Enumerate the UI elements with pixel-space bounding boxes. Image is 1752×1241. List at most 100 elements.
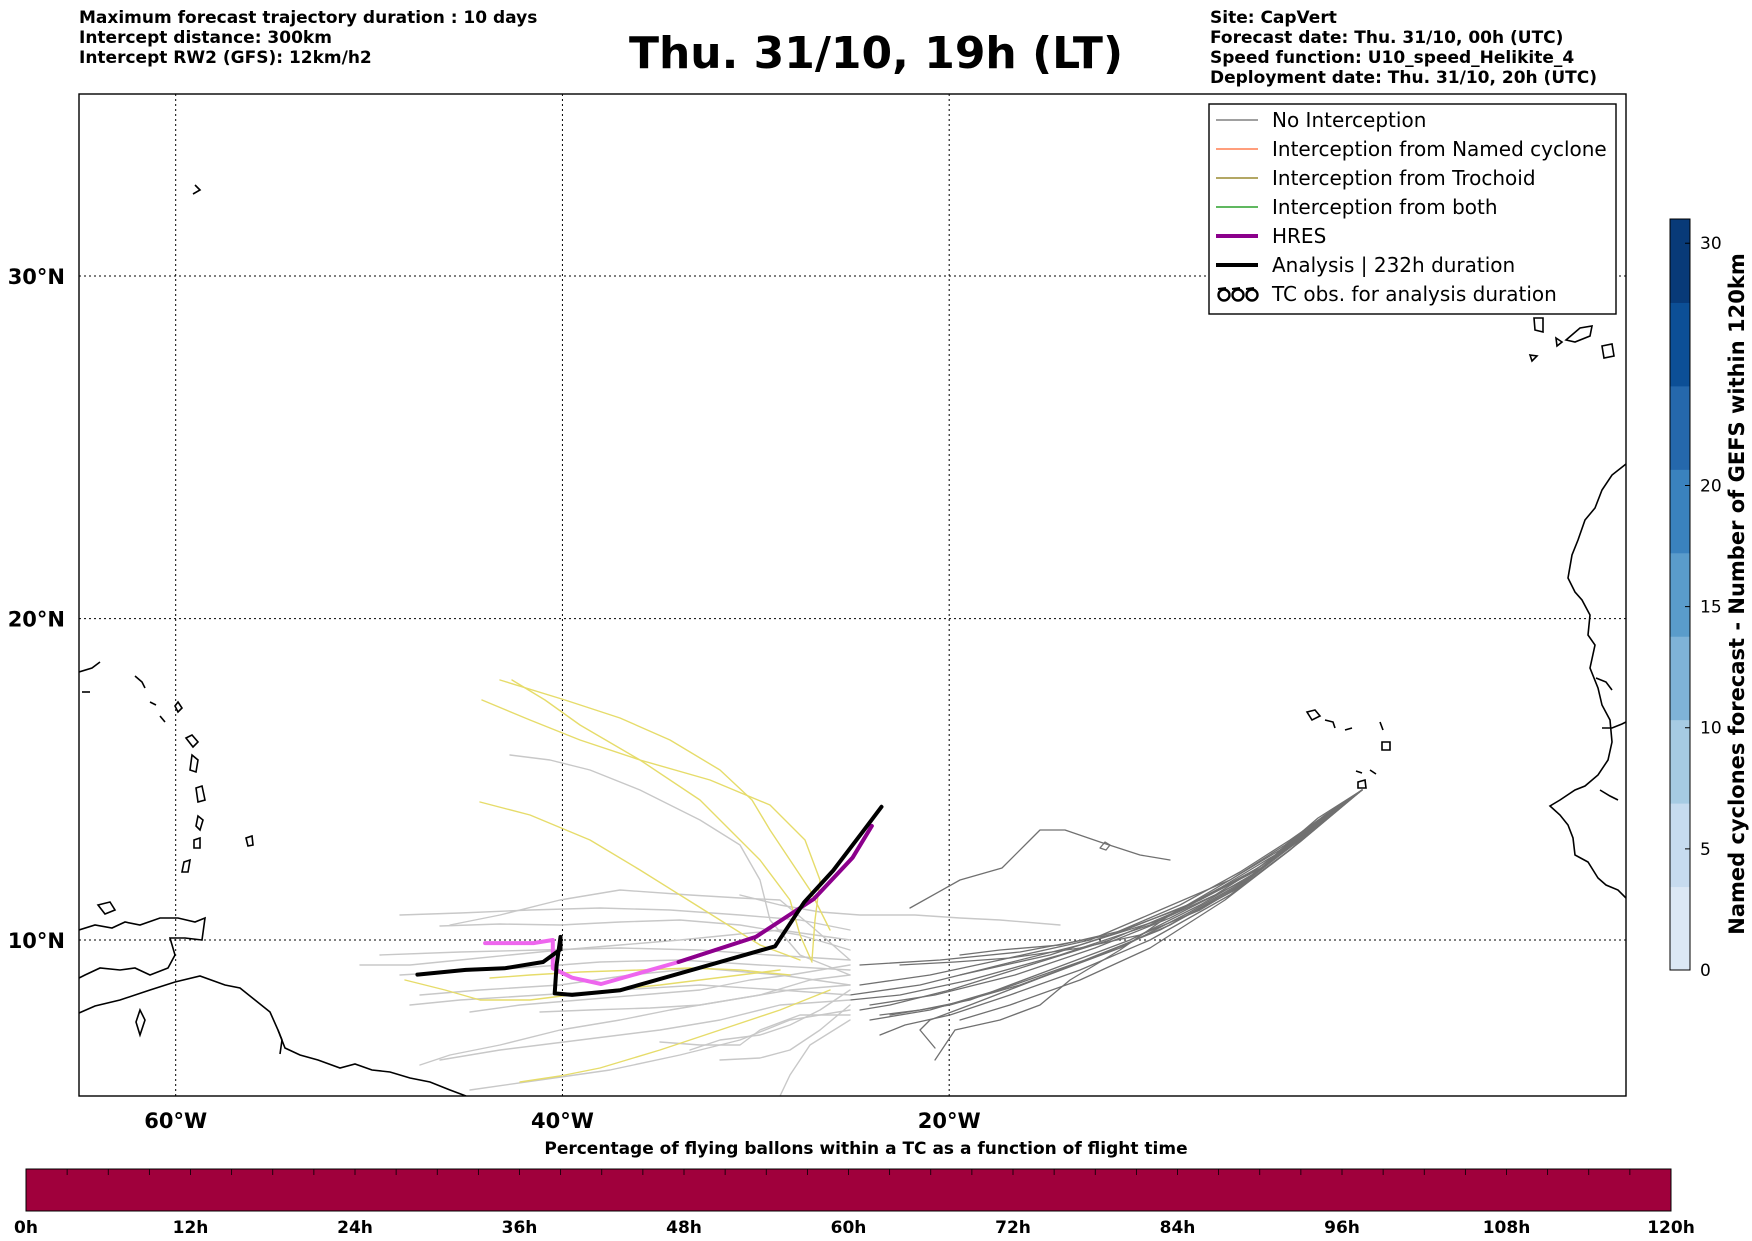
forecast-date-text: Forecast date: Thu. 31/10, 00h (UTC) [1210, 28, 1564, 48]
right-colorbar-segment [1670, 385, 1690, 470]
trajectory-no-interception [899, 789, 1363, 966]
trajectory-no-interception [859, 789, 1363, 966]
right-colorbar: 0 5 10 15 20 30 Named cyclones forecast - Num… [1669, 218, 1749, 981]
island-leeward-1 [134, 675, 146, 689]
tc-symbol-icon [1217, 287, 1259, 302]
bottom-colorbar-tick-label: 36h [502, 1218, 538, 1238]
trajectory-no-interception [869, 789, 1363, 1006]
trajectory-no-interception [359, 929, 851, 966]
bottom-colorbar-tick-label: 72h [995, 1218, 1031, 1238]
island-tobago [96, 901, 117, 915]
right-colorbar-segment [1670, 636, 1690, 721]
bottom-colorbar-tick-label: 48h [666, 1218, 702, 1238]
right-colorbar-segment [1670, 302, 1690, 387]
trajectory-no-interception [469, 964, 851, 1013]
island-stvincent [193, 836, 201, 849]
lat-tick-label: 20°N [8, 608, 65, 632]
lon-tick-label: 60°W [144, 1109, 207, 1133]
island-cv-fogo [1369, 769, 1377, 775]
trajectory-no-interception [399, 907, 851, 931]
island-barbados [245, 834, 254, 847]
trajectory-no-interception [719, 1004, 851, 1061]
right-colorbar-tick-label: 5 [1700, 840, 1711, 860]
island-canary-lapalma [1533, 317, 1544, 334]
site-text: Site: CapVert [1210, 8, 1337, 28]
trajectory-no-interception [659, 1014, 851, 1046]
bottom-colorbar-tick-label: 24h [337, 1218, 373, 1238]
venezuela-coast [79, 916, 206, 979]
legend-item-label: HRES [1272, 224, 1326, 248]
map-frame [78, 93, 1627, 1097]
island-cv-sal [1379, 721, 1384, 731]
bottom-colorbar-tick-label: 0h [14, 1218, 38, 1238]
lat-tick-label: 30°N [8, 265, 65, 289]
trajectory-no-interception [859, 789, 1363, 986]
graticule [79, 94, 1626, 1096]
island-coast-a [135, 1007, 146, 1038]
right-colorbar-tick-label: 10 [1700, 719, 1722, 739]
trajectory-analysis [415, 804, 884, 997]
island-canary-grancanaria [1601, 343, 1615, 359]
island-canary-tenerife [1564, 325, 1594, 343]
right-colorbar-segment [1670, 719, 1690, 804]
lon-axis-labels: 60°W 40°W 20°W [144, 1109, 980, 1133]
page-title: Thu. 31/10, 19h (LT) [628, 28, 1124, 79]
legend-item-label: No Interception [1272, 108, 1426, 132]
island-canary-gomera [1554, 336, 1564, 348]
trajectory-no-interception [869, 789, 1363, 1021]
legend-item-label: Analysis | 232h duration [1272, 253, 1515, 277]
legend: No Interception Interception from Named c… [1208, 103, 1617, 315]
bottom-colorbar-tick-label: 108h [1483, 1218, 1531, 1238]
trajectory-no-interception [419, 984, 851, 1066]
island-cv-santiago [1355, 770, 1363, 774]
bottom-colorbar-tick-label: 60h [831, 1218, 867, 1238]
bottom-colorbar-title: Percentage of flying ballons within a TC… [544, 1139, 1187, 1159]
right-colorbar-label: Named cyclones forecast - Number of GEFS… [1725, 253, 1749, 934]
island-martinique [195, 784, 206, 804]
bottom-colorbar: Percentage of flying ballons within a TC… [14, 1139, 1695, 1238]
island-leeward-2 [149, 701, 157, 706]
trajectory-interception-trochoid [489, 967, 791, 979]
island-pr [79, 661, 101, 673]
bottom-colorbar-tick-label: 96h [1324, 1218, 1360, 1238]
lon-tick-label: 40°W [531, 1109, 594, 1133]
island-grenada [181, 858, 192, 873]
legend-item-label: TC obs. for analysis duration [1271, 282, 1557, 306]
trajectory-no-interception [469, 1009, 851, 1091]
right-colorbar-segment [1670, 803, 1690, 888]
island-barbuda [174, 700, 184, 714]
africa-senegal-detail [1595, 677, 1613, 691]
trajectory-hres [676, 824, 874, 964]
header-right-info: Site: CapVert Forecast date: Thu. 31/10,… [1210, 8, 1597, 88]
coastlines [79, 184, 1626, 1096]
legend-item-label: Interception from Trochoid [1272, 166, 1536, 190]
trajectory-no-interception [934, 789, 1363, 1061]
island-cv-maio [1357, 778, 1367, 789]
island-cv-sao-vicente [1324, 719, 1336, 729]
bottom-colorbar-tick-label: 12h [173, 1218, 209, 1238]
right-colorbar-segment [1670, 469, 1690, 554]
legend-item-label: Interception from Named cyclone [1272, 137, 1607, 161]
lat-axis-labels: 10°N 20°N 30°N [8, 265, 65, 953]
header-left-info: Maximum forecast trajectory duration : 1… [79, 8, 537, 68]
bottom-colorbar-tick-label: 84h [1160, 1218, 1196, 1238]
trajectory-no-interception [509, 754, 851, 976]
island-leeward-3 [159, 715, 166, 723]
right-colorbar-frame [1669, 218, 1691, 971]
right-colorbar-segment [1670, 886, 1690, 971]
island-dominica [189, 753, 199, 774]
trajectory-no-interception [739, 894, 1061, 926]
right-colorbar-segment [1670, 219, 1690, 303]
trajectory-interception-trochoid [519, 989, 831, 1083]
island-cv-santo-antao [1305, 709, 1322, 722]
speed-function-text: Speed function: U10_speed_Helikite_4 [1210, 48, 1575, 68]
coast-b [277, 1029, 283, 1055]
trajectory-layer [359, 679, 1363, 1096]
island-cv-sao-nicolau [1344, 727, 1353, 731]
island-canary-hierro [1528, 354, 1539, 363]
right-colorbar-tick-label: 0 [1700, 961, 1711, 981]
island-bermuda [192, 184, 202, 195]
right-colorbar-tick-label: 20 [1700, 476, 1722, 496]
right-colorbar-tick-label: 30 [1700, 234, 1722, 254]
africa-coast [1548, 463, 1626, 899]
